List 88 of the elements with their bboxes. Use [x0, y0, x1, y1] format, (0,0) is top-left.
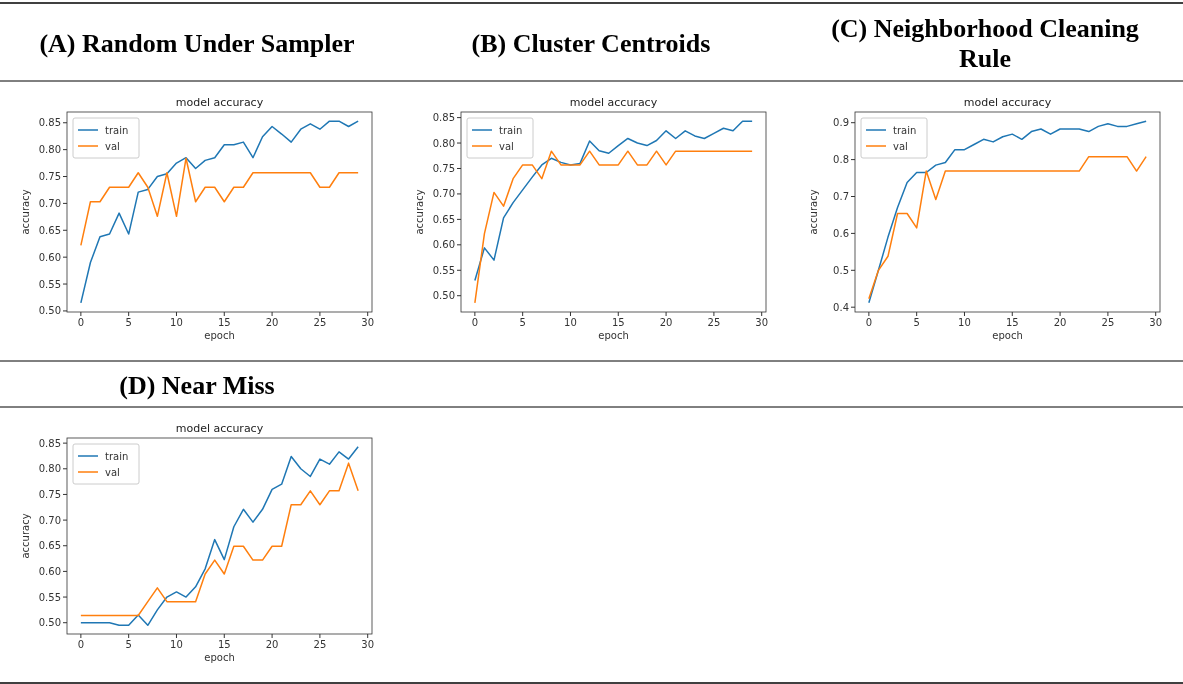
- y-tick-label: 0.65: [38, 540, 61, 552]
- x-tick-label: 20: [265, 639, 279, 650]
- y-tick-label: 0.4: [833, 301, 849, 313]
- chart-title: (B) Cluster Centroids: [471, 29, 711, 58]
- x-axis-title: epoch: [598, 330, 629, 341]
- x-tick-label: 10: [170, 317, 183, 328]
- x-tick-label: 0: [471, 317, 479, 328]
- x-tick-label: 5: [125, 317, 132, 328]
- y-tick-label: 0.65: [432, 213, 455, 225]
- line-series: [80, 157, 359, 247]
- y-tick-label: 0.60: [38, 565, 61, 577]
- y-tick-label: 0.50: [38, 305, 61, 317]
- x-tick-label: 5: [519, 317, 526, 328]
- x-tick-label: 15: [1005, 317, 1019, 328]
- y-tick-label: 0.75: [38, 171, 61, 183]
- y-tick-label: 0.50: [38, 617, 61, 629]
- line-series: [868, 120, 1147, 304]
- chart-subtitle: model accuracy: [175, 422, 264, 435]
- line-series: [80, 120, 359, 304]
- chart-title: (D) Near Miss: [119, 370, 275, 400]
- y-tick-label: 0.50: [432, 290, 455, 302]
- legend-label: val: [105, 466, 120, 478]
- chart-subtitle: model accuracy: [569, 96, 658, 109]
- x-tick-label: 30: [361, 639, 375, 650]
- y-tick-label: 0.60: [432, 239, 455, 251]
- y-tick-label: 0.80: [38, 463, 61, 475]
- x-tick-label: 20: [265, 317, 279, 328]
- line-series: [868, 155, 1147, 300]
- y-tick-label: 0.75: [38, 488, 61, 500]
- chart-subtitle: model accuracy: [963, 96, 1052, 109]
- y-axis-title: accuracy: [20, 189, 31, 235]
- x-tick-label: 10: [170, 639, 183, 650]
- x-tick-label: 25: [707, 317, 721, 328]
- y-tick-label: 0.60: [38, 251, 61, 263]
- x-tick-label: 0: [77, 317, 85, 328]
- line-series: [474, 150, 753, 304]
- x-tick-label: 30: [361, 317, 375, 328]
- legend-label: train: [105, 450, 129, 462]
- x-tick-label: 20: [1053, 317, 1067, 328]
- chart-subtitle: model accuracy: [175, 96, 264, 109]
- y-tick-label: 0.80: [38, 144, 61, 156]
- y-tick-label: 0.8: [833, 154, 849, 166]
- y-tick-label: 0.7: [833, 191, 849, 202]
- y-tick-label: 0.55: [432, 264, 455, 276]
- x-tick-label: 25: [313, 317, 327, 328]
- x-tick-label: 0: [865, 317, 873, 328]
- x-tick-label: 5: [125, 639, 132, 650]
- y-tick-label: 0.5: [833, 264, 849, 276]
- x-tick-label: 10: [564, 317, 577, 328]
- y-tick-label: 0.80: [432, 137, 455, 149]
- y-tick-label: 0.70: [38, 197, 61, 209]
- x-tick-label: 15: [217, 317, 231, 328]
- legend-label: val: [893, 140, 908, 152]
- y-tick-label: 0.6: [833, 227, 849, 239]
- x-tick-label: 15: [611, 317, 625, 328]
- x-tick-label: 30: [1149, 317, 1163, 328]
- chart-title: (A) Random Under Sampler: [39, 29, 355, 58]
- y-tick-label: 0.75: [432, 162, 455, 174]
- x-tick-label: 0: [77, 639, 85, 650]
- legend-label: train: [105, 124, 129, 136]
- x-axis-title: epoch: [204, 652, 235, 663]
- x-axis-title: epoch: [992, 330, 1023, 341]
- x-axis-title: epoch: [204, 330, 235, 341]
- legend-label: val: [105, 140, 120, 152]
- y-tick-label: 0.85: [38, 437, 61, 449]
- x-tick-label: 25: [313, 639, 327, 650]
- x-tick-label: 15: [217, 639, 231, 650]
- y-tick-label: 0.55: [38, 591, 61, 603]
- y-axis-title: accuracy: [808, 189, 819, 235]
- x-tick-label: 5: [913, 317, 920, 328]
- y-tick-label: 0.55: [38, 278, 61, 290]
- y-axis-title: accuracy: [414, 189, 425, 235]
- legend-label: train: [893, 124, 917, 136]
- chart-title: (C) Neighborhood Cleaning Rule: [831, 14, 1139, 73]
- x-tick-label: 10: [958, 317, 971, 328]
- y-tick-label: 0.85: [38, 117, 61, 129]
- legend-label: train: [499, 124, 523, 136]
- x-tick-label: 20: [659, 317, 673, 328]
- y-axis-title: accuracy: [20, 513, 31, 559]
- y-tick-label: 0.65: [38, 224, 61, 236]
- y-tick-label: 0.70: [432, 188, 455, 200]
- line-series: [474, 120, 753, 282]
- x-tick-label: 25: [1101, 317, 1115, 328]
- y-tick-label: 0.9: [833, 117, 849, 129]
- y-tick-label: 0.70: [38, 514, 61, 526]
- y-tick-label: 0.85: [432, 112, 455, 124]
- legend-label: val: [499, 140, 514, 152]
- x-tick-label: 30: [755, 317, 769, 328]
